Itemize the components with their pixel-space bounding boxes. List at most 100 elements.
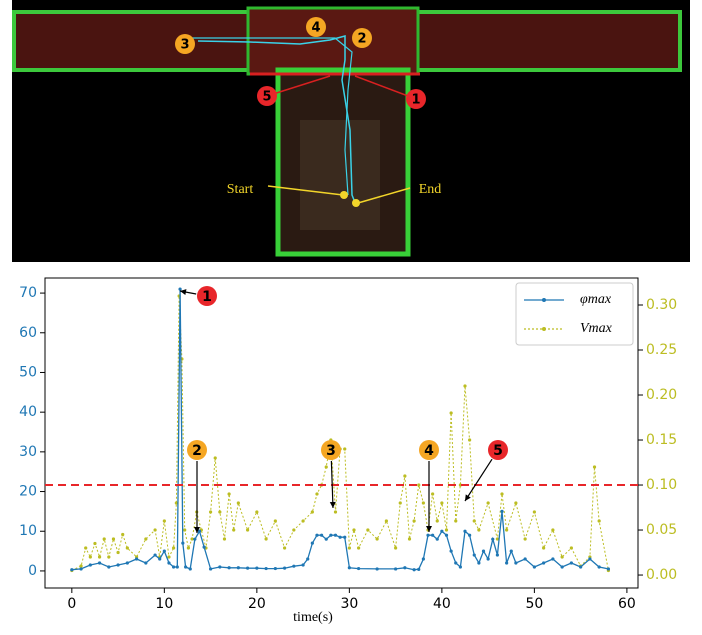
data-point <box>283 567 286 570</box>
data-point <box>487 557 490 560</box>
data-point <box>246 567 249 570</box>
data-point <box>302 563 305 566</box>
data-point <box>184 565 187 568</box>
data-point <box>190 537 193 540</box>
legend-label: φmax <box>580 292 612 307</box>
data-point <box>598 519 601 522</box>
legend-label: Vmax <box>580 321 613 336</box>
data-point <box>524 557 527 560</box>
page: Start End 12345 time(s) 0102030405060010… <box>0 0 702 635</box>
data-point <box>533 510 536 513</box>
x-tick-label: 40 <box>433 596 451 612</box>
data-point <box>436 519 439 522</box>
data-point <box>482 549 485 552</box>
data-point <box>348 566 351 569</box>
x-tick-label: 0 <box>67 596 76 612</box>
data-point <box>84 546 87 549</box>
data-point <box>153 553 156 556</box>
data-point <box>408 537 411 540</box>
data-point <box>459 565 462 568</box>
map-marker-label: 2 <box>357 32 366 47</box>
data-point <box>167 555 170 558</box>
data-point <box>214 456 217 459</box>
data-point <box>454 519 457 522</box>
x-tick-label: 60 <box>618 596 636 612</box>
x-tick-label: 50 <box>525 596 543 612</box>
end-label: End <box>419 182 442 197</box>
legend-swatch-point <box>542 298 546 302</box>
data-point <box>187 546 190 549</box>
y2-tick-label: 0.20 <box>646 387 677 403</box>
data-point <box>445 534 448 537</box>
data-point <box>399 501 402 504</box>
data-point <box>255 567 258 570</box>
data-point <box>514 501 517 504</box>
data-point <box>551 557 554 560</box>
start-label: Start <box>227 182 254 197</box>
data-point <box>403 566 406 569</box>
data-point <box>570 546 573 549</box>
data-point <box>422 501 425 504</box>
data-point <box>463 530 466 533</box>
data-point <box>366 528 369 531</box>
data-point <box>209 567 212 570</box>
data-point <box>357 546 360 549</box>
data-point <box>79 567 82 570</box>
data-point <box>473 519 476 522</box>
data-point <box>311 542 314 545</box>
data-point <box>542 561 545 564</box>
data-point <box>339 536 342 539</box>
data-point <box>463 384 466 387</box>
data-point <box>103 537 106 540</box>
y-tick-label: 20 <box>19 484 37 500</box>
data-point <box>218 510 221 513</box>
data-point <box>454 561 457 564</box>
data-point <box>107 555 110 558</box>
data-point <box>107 565 110 568</box>
data-point <box>144 537 147 540</box>
data-point <box>561 565 564 568</box>
data-point <box>477 561 480 564</box>
data-point <box>334 510 337 513</box>
data-point <box>357 567 360 570</box>
data-point <box>505 528 508 531</box>
data-point <box>232 528 235 531</box>
data-point <box>343 536 346 539</box>
y2-tick-label: 0.15 <box>646 432 677 448</box>
data-point <box>417 483 420 486</box>
data-point <box>178 288 181 291</box>
data-point <box>283 546 286 549</box>
data-point <box>468 438 471 441</box>
data-point <box>163 549 166 552</box>
data-point <box>218 565 221 568</box>
data-point <box>413 519 416 522</box>
data-point <box>561 555 564 558</box>
data-point <box>607 567 610 570</box>
y-tick-label: 10 <box>19 523 37 539</box>
data-point <box>98 561 101 564</box>
data-point <box>500 510 503 513</box>
data-point <box>348 546 351 549</box>
y-tick-label: 30 <box>19 444 37 460</box>
data-point <box>598 565 601 568</box>
data-point <box>255 510 258 513</box>
y-tick-label: 70 <box>19 285 37 301</box>
data-point <box>265 567 268 570</box>
data-point <box>89 563 92 566</box>
data-point <box>237 566 240 569</box>
data-point <box>98 555 101 558</box>
data-point <box>227 492 230 495</box>
map-marker-label: 1 <box>411 93 420 108</box>
data-point <box>163 519 166 522</box>
y2-tick-label: 0.00 <box>646 567 677 583</box>
y-tick-label: 40 <box>19 404 37 420</box>
data-point <box>126 546 129 549</box>
data-point <box>510 549 513 552</box>
y-tick-label: 60 <box>19 325 37 341</box>
data-point <box>505 561 508 564</box>
data-point <box>440 530 443 533</box>
data-point <box>172 546 175 549</box>
data-point <box>223 537 226 540</box>
legend-swatch-point <box>542 327 546 331</box>
data-point <box>93 542 96 545</box>
